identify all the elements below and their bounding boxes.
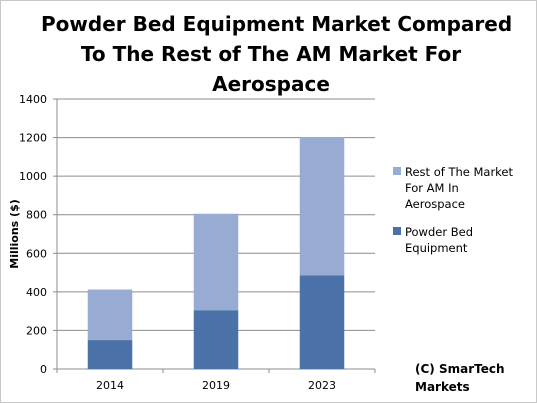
x-tick-label: 2019 [202,379,230,392]
y-tick-label: 600 [26,247,47,260]
chart-title-line-2: To The Rest of The AM Market For [80,42,462,66]
legend-swatch [393,227,401,235]
bar-powder-bed-2014 [87,340,133,369]
legend-label: Rest of The Market [405,165,514,179]
copyright-line-2: Markets [415,380,470,394]
y-tick-label: 1000 [19,170,47,183]
y-tick-label: 1200 [19,132,47,145]
bar-rest-of-2023 [299,136,345,276]
x-tick-label: 2023 [308,379,336,392]
bar-powder-bed-2019 [193,310,239,369]
copyright-annotation: (C) SmarTech Markets [415,360,505,396]
x-tick-label: 2014 [96,379,124,392]
legend-label: Aerospace [405,197,465,211]
legend-label: For AM In [405,181,459,195]
y-tick-label: 0 [40,363,47,376]
chart-title: Powder Bed Equipment Market Compared To … [41,9,513,99]
y-tick-label: 200 [26,324,47,337]
legend-swatch [393,167,401,175]
y-tick-label: 400 [26,286,47,299]
chart-title-line-3: Aerospace [212,72,330,96]
bar-rest-of-2019 [193,213,239,311]
y-tick-label: 800 [26,209,47,222]
legend-label: Equipment [405,241,468,255]
bar-powder-bed-2023 [299,275,345,369]
bar-rest-of-2014 [87,289,133,341]
y-tick-label: 1400 [19,93,47,106]
copyright-line-1: (C) SmarTech [415,362,505,376]
y-axis-title: Millions ($) [8,199,21,269]
legend-label: Powder Bed [405,225,473,239]
chart-title-line-1: Powder Bed Equipment Market Compared [41,12,513,36]
